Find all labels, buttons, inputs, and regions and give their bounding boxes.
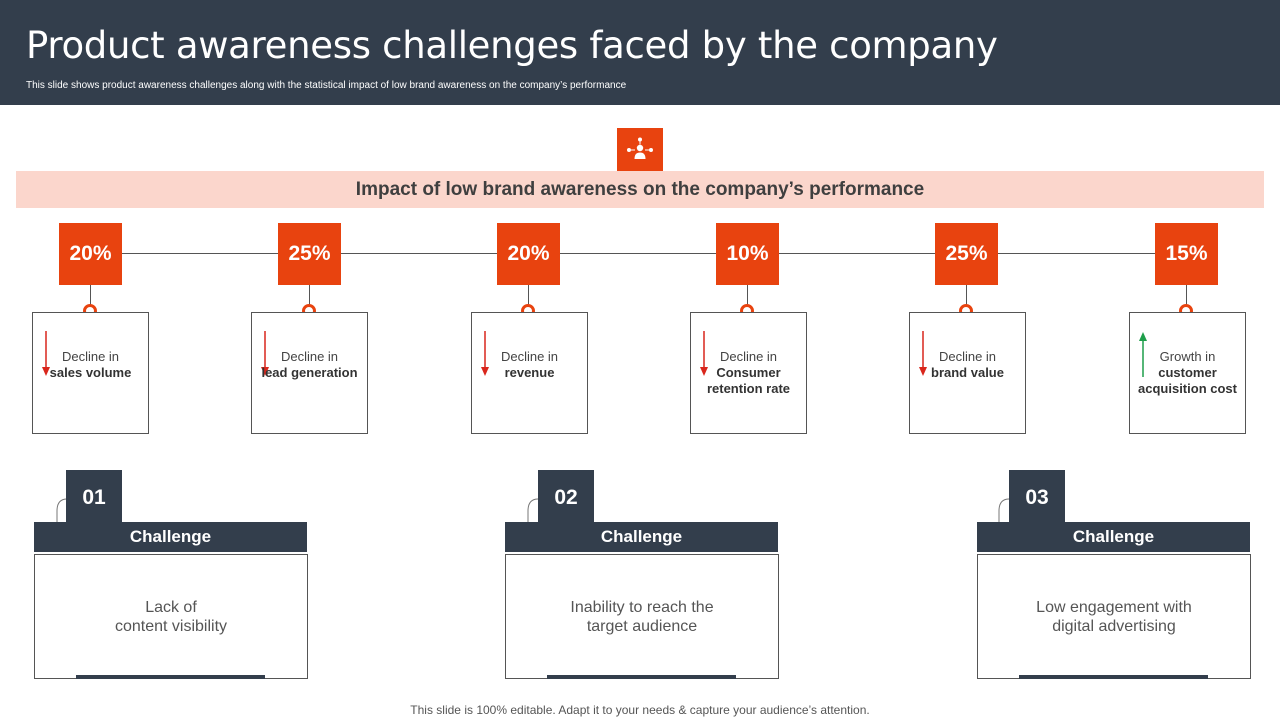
- challenge-number-box: 02: [538, 470, 594, 526]
- challenge-card: Low engagement with digital advertising: [977, 554, 1251, 679]
- stat-box: 20%: [59, 223, 122, 285]
- metric-card: Growth in customer acquisition cost: [1129, 312, 1246, 434]
- arrow-down-icon: [42, 331, 50, 376]
- arrow-down-icon: [919, 331, 927, 376]
- challenge-number: 03: [1025, 486, 1049, 509]
- challenge-header: Challenge: [505, 522, 778, 552]
- metric-card: Decline in brand value: [909, 312, 1026, 434]
- stat-stem: [747, 285, 748, 305]
- stat-value: 15%: [1165, 242, 1208, 265]
- stat-value: 25%: [288, 242, 331, 265]
- challenge-label: Challenge: [1072, 527, 1155, 546]
- challenge-number: 02: [554, 486, 578, 509]
- arrow-up-icon: [1139, 332, 1147, 377]
- challenge-number: 01: [82, 486, 106, 509]
- metric-card: Decline in lead generation: [251, 312, 368, 434]
- metric-card: Decline in sales volume: [32, 312, 149, 434]
- challenge-underline: [1019, 675, 1208, 679]
- challenge-header: Challenge: [34, 522, 307, 552]
- arrow-down-icon: [261, 331, 269, 376]
- challenge-text: Lack of content visibility: [114, 598, 228, 635]
- challenge-header: Challenge: [977, 522, 1250, 552]
- challenge-number-box: 01: [66, 470, 122, 526]
- stat-stem: [1186, 285, 1187, 305]
- stat-value: 25%: [945, 242, 988, 265]
- header: Product awareness challenges faced by th…: [0, 0, 1280, 105]
- people-network-icon: [617, 128, 663, 174]
- stat-box: 20%: [497, 223, 560, 285]
- challenge-text: Inability to reach the target audience: [570, 598, 714, 635]
- challenge-underline: [76, 675, 265, 679]
- challenge-underline: [547, 675, 736, 679]
- metric-text: Growth in customer acquisition cost: [1138, 349, 1237, 396]
- arrow-down-icon: [481, 331, 489, 376]
- arrow-down-icon: [700, 331, 708, 376]
- challenge-card: Lack of content visibility: [34, 554, 308, 679]
- stat-value: 20%: [69, 242, 112, 265]
- stat-value: 20%: [507, 242, 550, 265]
- stat-box: 25%: [935, 223, 998, 285]
- page-title: Product awareness challenges faced by th…: [26, 24, 998, 67]
- stat-box: 15%: [1155, 223, 1218, 285]
- footer-note: This slide is 100% editable. Adapt it to…: [410, 703, 870, 717]
- metric-text: Decline in sales volume: [49, 349, 132, 380]
- metric-text: Decline in brand value: [931, 349, 1004, 380]
- metric-text: Decline in lead generation: [261, 349, 358, 380]
- challenge-label: Challenge: [600, 527, 683, 546]
- stat-stem: [309, 285, 310, 305]
- stat-stem: [528, 285, 529, 305]
- metric-card: Decline in Consumer retention rate: [690, 312, 807, 434]
- challenge-card: Inability to reach the target audience: [505, 554, 779, 679]
- stat-box: 25%: [278, 223, 341, 285]
- metric-card: Decline in revenue: [471, 312, 588, 434]
- stat-box: 10%: [716, 223, 779, 285]
- page-subtitle: This slide shows product awareness chall…: [26, 80, 627, 91]
- stat-stem: [966, 285, 967, 305]
- metric-text: Decline in revenue: [500, 349, 559, 380]
- impact-banner: Impact of low brand awareness on the com…: [16, 171, 1264, 208]
- metric-text: Decline in Consumer retention rate: [706, 349, 791, 396]
- challenge-text: Low engagement with digital advertising: [1036, 598, 1192, 635]
- stat-value: 10%: [726, 242, 769, 265]
- stat-connector-line: [90, 253, 1186, 254]
- stat-stem: [90, 285, 91, 305]
- challenge-number-box: 03: [1009, 470, 1065, 526]
- banner-title: Impact of low brand awareness on the com…: [355, 178, 925, 200]
- challenge-label: Challenge: [129, 527, 212, 546]
